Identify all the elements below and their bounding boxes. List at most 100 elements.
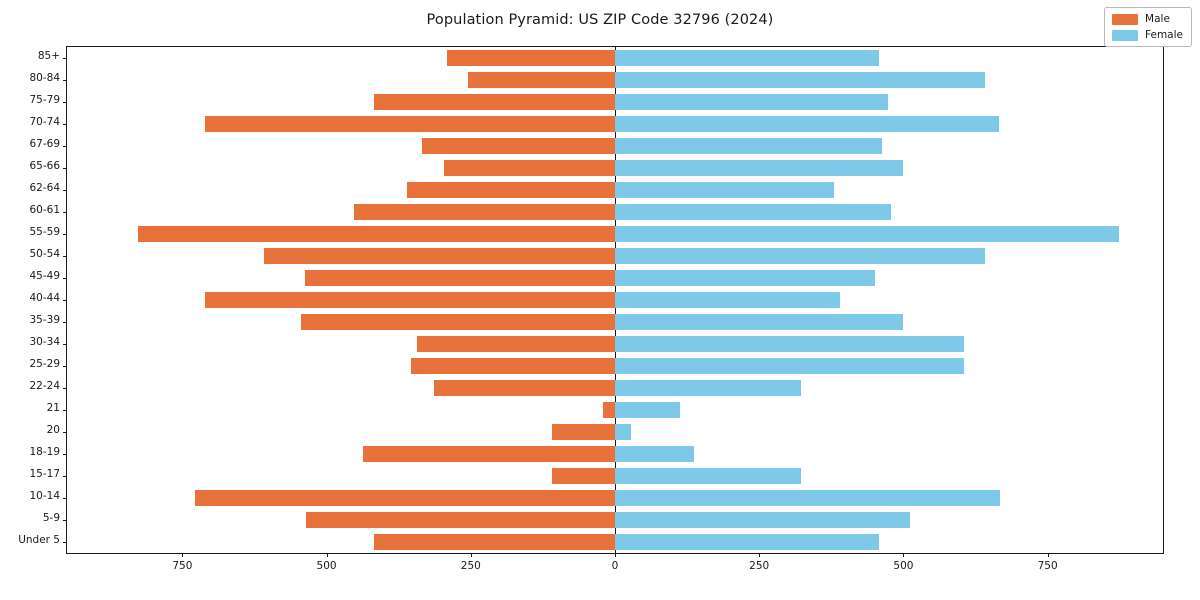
bar-female[interactable] bbox=[615, 445, 695, 463]
y-axis-label: 62-64 bbox=[29, 182, 60, 194]
x-axis-tick bbox=[326, 553, 328, 557]
x-axis-tick bbox=[182, 553, 184, 557]
bar-female[interactable] bbox=[615, 357, 964, 375]
bar-female[interactable] bbox=[615, 533, 880, 551]
x-axis-tick bbox=[903, 553, 905, 557]
bar-male[interactable] bbox=[417, 335, 615, 353]
bar-male[interactable] bbox=[407, 181, 615, 199]
bar-male[interactable] bbox=[195, 489, 615, 507]
bar-row bbox=[67, 489, 1163, 507]
y-axis-label: 75-79 bbox=[29, 94, 60, 106]
bar-female[interactable] bbox=[615, 467, 801, 485]
y-axis-label: 30-34 bbox=[29, 336, 60, 348]
bar-female[interactable] bbox=[615, 335, 964, 353]
bar-female[interactable] bbox=[615, 93, 888, 111]
bar-row bbox=[67, 115, 1163, 133]
x-axis-label: 500 bbox=[316, 560, 337, 572]
bar-row bbox=[67, 291, 1163, 309]
legend-item[interactable]: Female bbox=[1112, 29, 1183, 41]
bar-female[interactable] bbox=[615, 313, 904, 331]
y-axis-tick bbox=[63, 542, 67, 543]
bar-female[interactable] bbox=[615, 159, 904, 177]
y-axis-label: 60-61 bbox=[29, 204, 60, 216]
bar-male[interactable] bbox=[443, 159, 615, 177]
chart-legend: Male Female bbox=[1104, 7, 1192, 47]
bar-row bbox=[67, 401, 1163, 419]
bar-female[interactable] bbox=[615, 181, 835, 199]
bar-male[interactable] bbox=[354, 203, 615, 221]
bar-row bbox=[67, 445, 1163, 463]
y-axis-tick bbox=[63, 498, 67, 499]
bar-female[interactable] bbox=[615, 203, 891, 221]
bar-row bbox=[67, 335, 1163, 353]
y-axis-tick bbox=[63, 388, 67, 389]
legend-label: Female bbox=[1145, 29, 1183, 41]
bar-male[interactable] bbox=[137, 225, 615, 243]
bar-female[interactable] bbox=[615, 401, 680, 419]
y-axis-label: 35-39 bbox=[29, 314, 60, 326]
y-axis-tick bbox=[63, 124, 67, 125]
bar-row bbox=[67, 269, 1163, 287]
bar-male[interactable] bbox=[373, 533, 615, 551]
bar-male[interactable] bbox=[305, 269, 615, 287]
y-axis-label: 50-54 bbox=[29, 248, 60, 260]
bar-male[interactable] bbox=[306, 511, 615, 529]
bar-female[interactable] bbox=[615, 291, 840, 309]
y-axis-tick bbox=[63, 58, 67, 59]
bar-female[interactable] bbox=[615, 511, 911, 529]
bar-female[interactable] bbox=[615, 247, 986, 265]
bar-female[interactable] bbox=[615, 379, 801, 397]
bar-male[interactable] bbox=[421, 137, 615, 155]
bar-male[interactable] bbox=[205, 291, 615, 309]
y-axis-label: 67-69 bbox=[29, 138, 60, 150]
x-axis-label: 750 bbox=[1037, 560, 1058, 572]
bar-row bbox=[67, 225, 1163, 243]
y-axis-tick bbox=[63, 190, 67, 191]
bar-female[interactable] bbox=[615, 269, 875, 287]
bar-row bbox=[67, 71, 1163, 89]
y-axis-tick bbox=[63, 344, 67, 345]
bar-row bbox=[67, 181, 1163, 199]
y-axis-tick bbox=[63, 366, 67, 367]
chart-title: Population Pyramid: US ZIP Code 32796 (2… bbox=[426, 12, 774, 28]
bar-female[interactable] bbox=[615, 71, 986, 89]
y-axis-label: 21 bbox=[46, 402, 60, 414]
bar-row bbox=[67, 467, 1163, 485]
bar-male[interactable] bbox=[300, 313, 615, 331]
bar-row bbox=[67, 423, 1163, 441]
bar-row bbox=[67, 357, 1163, 375]
legend-item[interactable]: Male bbox=[1112, 13, 1183, 25]
bar-male[interactable] bbox=[551, 423, 615, 441]
bar-male[interactable] bbox=[434, 379, 615, 397]
y-axis-label: 55-59 bbox=[29, 226, 60, 238]
bar-male[interactable] bbox=[205, 115, 615, 133]
bar-female[interactable] bbox=[615, 489, 1000, 507]
bar-male[interactable] bbox=[551, 467, 615, 485]
bar-male[interactable] bbox=[603, 401, 615, 419]
bar-female[interactable] bbox=[615, 49, 880, 67]
x-axis-label: 500 bbox=[893, 560, 914, 572]
y-axis-label: 15-17 bbox=[29, 468, 60, 480]
bar-female[interactable] bbox=[615, 115, 999, 133]
y-axis-tick bbox=[63, 146, 67, 147]
bar-female[interactable] bbox=[615, 137, 882, 155]
y-axis-tick bbox=[63, 520, 67, 521]
y-axis-tick bbox=[63, 212, 67, 213]
y-axis-tick bbox=[63, 410, 67, 411]
bar-male[interactable] bbox=[373, 93, 615, 111]
bar-male[interactable] bbox=[411, 357, 615, 375]
x-axis-tick bbox=[615, 553, 616, 557]
bar-male[interactable] bbox=[264, 247, 615, 265]
bar-row bbox=[67, 203, 1163, 221]
x-axis-tick bbox=[1047, 553, 1049, 557]
bar-female[interactable] bbox=[615, 225, 1119, 243]
legend-swatch bbox=[1112, 13, 1139, 25]
bar-male[interactable] bbox=[446, 49, 615, 67]
y-axis-label: 40-44 bbox=[29, 292, 60, 304]
y-axis-tick bbox=[63, 278, 67, 279]
bar-row bbox=[67, 379, 1163, 397]
bar-male[interactable] bbox=[362, 445, 615, 463]
bar-male[interactable] bbox=[467, 71, 615, 89]
bar-female[interactable] bbox=[615, 423, 631, 441]
